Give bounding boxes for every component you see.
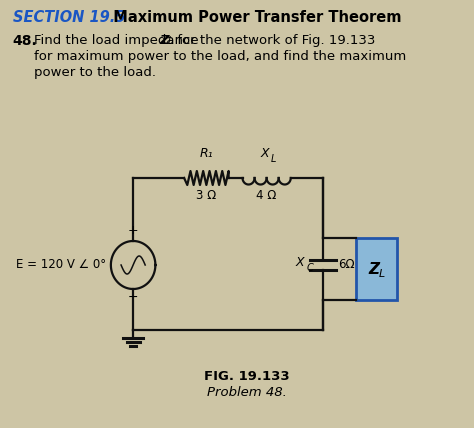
Text: power to the load.: power to the load.: [34, 66, 156, 79]
Text: Maximum Power Transfer Theorem: Maximum Power Transfer Theorem: [102, 10, 401, 25]
Text: L: L: [379, 269, 385, 279]
Text: L: L: [271, 154, 276, 164]
Text: Z: Z: [368, 262, 379, 276]
Text: +: +: [128, 224, 138, 237]
Text: FIG. 19.133: FIG. 19.133: [204, 370, 290, 383]
Text: −: −: [128, 291, 138, 304]
Text: 3 Ω: 3 Ω: [196, 189, 217, 202]
Text: for the network of Fig. 19.133: for the network of Fig. 19.133: [173, 34, 375, 47]
Text: 48.: 48.: [13, 34, 37, 48]
Text: 6Ω: 6Ω: [338, 259, 355, 271]
Text: E = 120 V ∠ 0°: E = 120 V ∠ 0°: [16, 259, 106, 271]
FancyBboxPatch shape: [356, 238, 397, 300]
Text: Problem 48.: Problem 48.: [207, 386, 287, 399]
Text: Z: Z: [159, 34, 169, 47]
Text: R₁: R₁: [200, 147, 213, 160]
Text: 4 Ω: 4 Ω: [256, 189, 277, 202]
Text: X: X: [260, 147, 269, 160]
Text: L: L: [167, 36, 173, 46]
Text: for maximum power to the load, and find the maximum: for maximum power to the load, and find …: [34, 50, 406, 63]
Text: SECTION 19.5: SECTION 19.5: [13, 10, 125, 25]
Text: C: C: [306, 263, 313, 273]
Text: X: X: [296, 256, 305, 270]
Text: Find the load impedance: Find the load impedance: [34, 34, 203, 47]
